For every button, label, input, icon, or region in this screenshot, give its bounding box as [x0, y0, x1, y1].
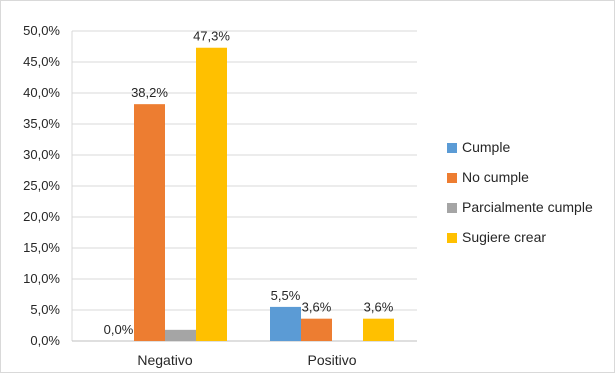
- y-tick-label: 40,0%: [23, 85, 60, 100]
- data-label: 0,0%: [104, 322, 134, 337]
- legend-swatch: [447, 173, 457, 183]
- legend-entry: Cumple: [462, 139, 510, 155]
- y-tick-label: 50,0%: [23, 23, 60, 38]
- data-label: 3,6%: [302, 300, 332, 315]
- data-label: 47,3%: [193, 29, 230, 44]
- x-category-label: Positivo: [307, 352, 356, 368]
- data-label: 38,2%: [131, 85, 168, 100]
- y-tick-label: 35,0%: [23, 116, 60, 131]
- y-tick-label: 0,0%: [30, 333, 60, 348]
- y-tick-label: 15,0%: [23, 240, 60, 255]
- legend-entry: No cumple: [462, 169, 529, 185]
- y-tick-label: 20,0%: [23, 209, 60, 224]
- y-tick-label: 30,0%: [23, 147, 60, 162]
- bar-positivo-cumple: [270, 306, 301, 341]
- bar-negativo-parcialmente-cumple: [165, 329, 196, 341]
- bar-negativo-no-cumple: [134, 104, 165, 341]
- bar-positivo-no-cumple: [301, 318, 332, 341]
- data-label: 3,6%: [364, 300, 394, 315]
- x-category-label: Negativo: [137, 352, 192, 368]
- y-tick-label: 45,0%: [23, 54, 60, 69]
- legend-entry: Sugiere crear: [462, 229, 546, 245]
- y-tick-label: 10,0%: [23, 271, 60, 286]
- legend-swatch: [447, 233, 457, 243]
- legend-swatch: [447, 203, 457, 213]
- legend-entry: Parcialmente cumple: [462, 199, 593, 215]
- bar-positivo-sugiere-crear: [363, 318, 394, 341]
- data-label: 5,5%: [271, 288, 301, 303]
- y-tick-label: 5,0%: [30, 302, 60, 317]
- legend-swatch: [447, 143, 457, 153]
- y-tick-label: 25,0%: [23, 178, 60, 193]
- bar-negativo-sugiere-crear: [196, 47, 227, 342]
